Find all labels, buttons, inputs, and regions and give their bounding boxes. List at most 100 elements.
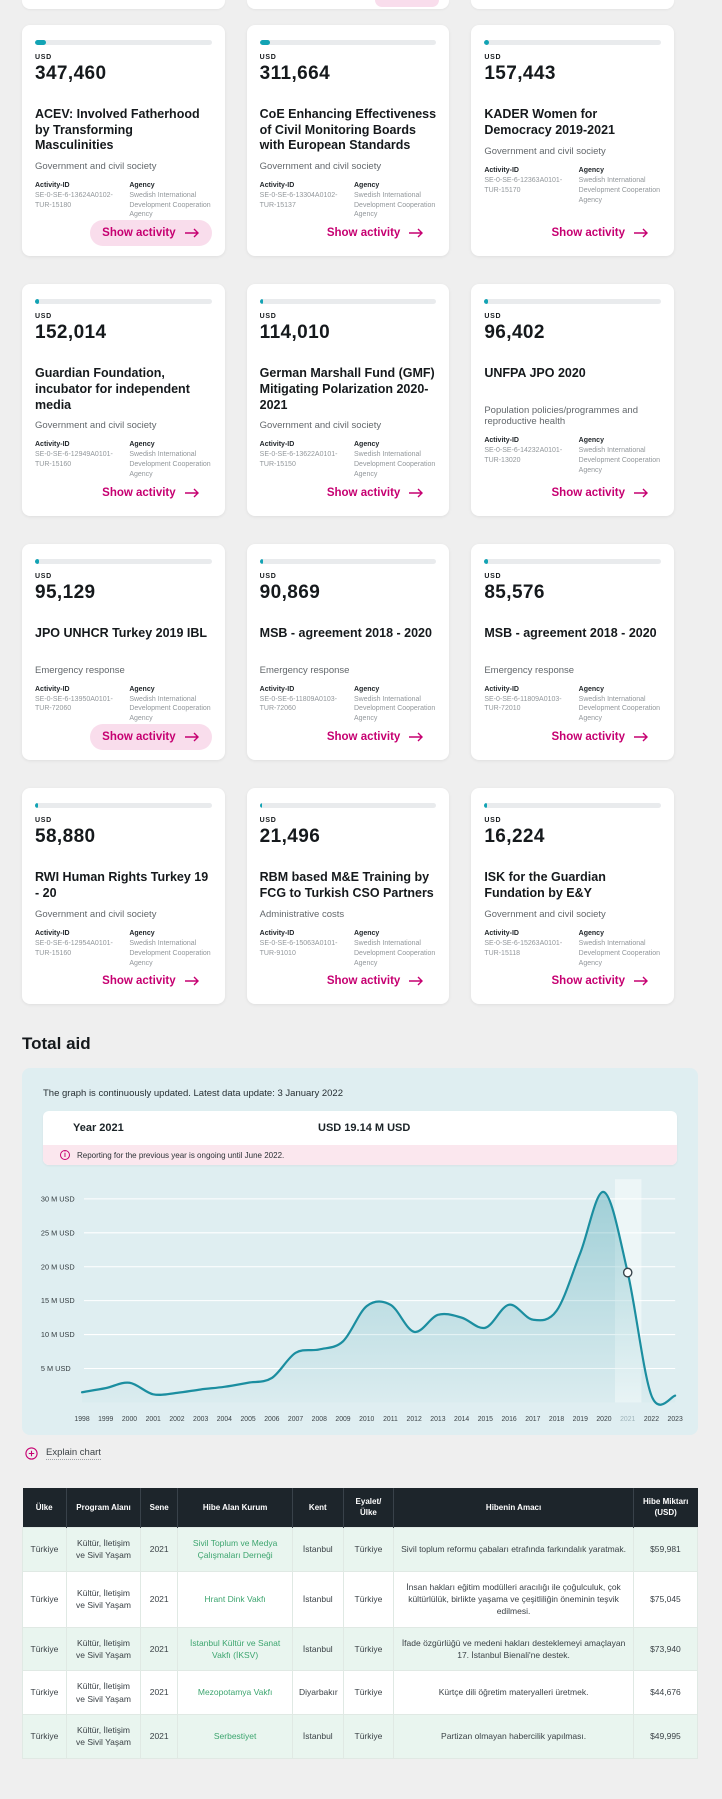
show-activity-link[interactable]: Show activity	[540, 968, 662, 994]
cell-grant-amount: $59,981	[632, 1527, 699, 1572]
currency-label: USD	[35, 816, 52, 824]
x-axis-label: 2006	[264, 1416, 279, 1423]
activity-card: USD 85,576 MSB - agreement 2018 - 2020 Emer…	[471, 543, 674, 760]
explain-chart-button[interactable]: Explain chart	[25, 1447, 698, 1461]
show-activity-link[interactable]: Show activity	[315, 220, 437, 246]
activity-id-block: Activity-ID SE-0-SE-6-13624A0102-TUR-1518…	[35, 182, 117, 220]
currency-label: USD	[484, 54, 502, 61]
currency-label: USD	[35, 54, 52, 61]
currency-label: USD	[484, 816, 502, 824]
x-axis-label: 2000	[122, 1416, 137, 1423]
agency-label: Agency	[354, 181, 380, 189]
show-activity-link[interactable]: Show activity	[90, 723, 212, 750]
grantee-link[interactable]: Sivil Toplum ve Medya Çalışmaları Derneğ…	[192, 1538, 278, 1561]
show-activity-link[interactable]: Show activity	[315, 968, 437, 994]
y-axis-label: 25 M USD	[41, 1229, 75, 1238]
disbursement-progress-bar	[35, 802, 212, 808]
arrow-right-icon	[184, 488, 199, 498]
activity-title: KADER Women for Democracy 2019-2021	[484, 107, 615, 137]
activity-meta: Activity-ID SE-0-SE-6-15063A0101-TUR-9101…	[260, 930, 437, 968]
agency-block: Agency Swedish International Development …	[354, 686, 436, 724]
y-axis-label: 20 M USD	[41, 1262, 75, 1271]
data-point-marker-2021[interactable]	[622, 1267, 633, 1278]
activity-id-label: Activity-ID	[35, 929, 70, 937]
cutoff-card-row	[22, 0, 674, 9]
cell-city: İstanbul	[292, 1570, 344, 1628]
cell-program-area: Kültür, İletişim ve Sivil Yaşam	[65, 1670, 142, 1715]
grantee-link[interactable]: İstanbul Kültür ve Sanat Vakfı (İKSV)	[189, 1637, 281, 1660]
table-header-cell: Hibenin Amacı	[393, 1488, 634, 1528]
x-axis-label: 2019	[573, 1416, 588, 1423]
agency-value: Swedish International Development Cooper…	[354, 939, 436, 967]
aid-line-series	[80, 1191, 677, 1407]
cell-country: Türkiye	[22, 1626, 67, 1672]
show-activity-link[interactable]: Show activity	[315, 724, 437, 750]
progress-fill	[35, 299, 39, 305]
arrow-right-icon	[409, 976, 424, 986]
y-axis-label: 30 M USD	[41, 1195, 75, 1204]
grantee-link[interactable]: Hrant Dink Vakfı	[204, 1594, 266, 1605]
activity-meta: Activity-ID SE-0-SE-6-14232A0101-TUR-1302…	[484, 437, 661, 475]
cell-country: Türkiye	[22, 1713, 67, 1759]
explain-chart-label: Explain chart	[46, 1447, 101, 1461]
agency-label: Agency	[129, 441, 155, 449]
show-activity-link[interactable]: Show activity	[90, 220, 212, 247]
grantee-link[interactable]: Serbestiyet	[213, 1731, 257, 1742]
x-axis-label: 2020	[596, 1416, 611, 1423]
activity-meta: Activity-ID SE-0-SE-6-13624A0102-TUR-1518…	[35, 182, 212, 220]
progress-fill	[259, 299, 264, 305]
cell-year: 2021	[140, 1527, 179, 1572]
disbursement-progress-bar	[35, 40, 212, 45]
grants-table: Ülke Program Alanı Sene Hibe Alan Kurum Kent…	[22, 1488, 699, 1759]
agency-block: Agency Swedish International Development …	[129, 182, 211, 220]
arrow-right-icon	[634, 732, 648, 742]
activity-amount: 90,869	[259, 581, 321, 603]
activity-id-block: Activity-ID SE-0-SE-6-12949A0101-TUR-1516…	[35, 441, 117, 479]
chart-reporting-notice: i Reporting for the previous year is ong…	[43, 1145, 677, 1166]
disbursement-progress-bar	[484, 558, 661, 564]
activity-title: JPO UNHCR Turkey 2019 IBL	[35, 625, 208, 640]
activity-card: USD 347,460 ACEV: Involved Fatherhood by T…	[22, 25, 225, 257]
activity-card: USD 95,129 JPO UNHCR Turkey 2019 IBL Emerge…	[22, 543, 225, 760]
grants-table-header: Ülke Program Alanı Sene Hibe Alan Kurum Kent…	[22, 1488, 698, 1528]
cell-grantee: İstanbul Kültür ve Sanat Vakfı (İKSV)	[177, 1626, 293, 1672]
agency-block: Agency Swedish International Development …	[579, 686, 661, 724]
table-header-cell: Kent	[292, 1488, 344, 1528]
chart-tooltip-card: Year 2021 USD 19.14 M USD i Reporting fo…	[43, 1111, 677, 1166]
cell-program-area: Kültür, İletişim ve Sivil Yaşam	[65, 1713, 142, 1759]
cell-grantee: Mezopotamya Vakfı	[177, 1670, 293, 1715]
cell-grant-amount: $73,940	[632, 1626, 699, 1672]
activity-id-label: Activity-ID	[259, 685, 295, 693]
activity-id-value: SE-0-SE-6-12954A0101-TUR-15160	[35, 939, 113, 957]
activity-card: USD 157,443 KADER Women for Democracy 2019…	[471, 25, 674, 257]
total-aid-area-chart[interactable]: 5 M USD 10 M USD 15 M USD 20 M USD 25 M USD 3…	[37, 1171, 683, 1429]
show-activity-link[interactable]: Show activity	[540, 480, 662, 506]
grantee-link[interactable]: Mezopotamya Vakfı	[197, 1687, 273, 1698]
agency-block: Agency Swedish International Development …	[129, 930, 211, 968]
cutoff-card	[22, 0, 225, 9]
activity-sector: Population policies/programmes and repro…	[484, 405, 638, 428]
activity-id-label: Activity-ID	[259, 929, 295, 937]
activity-amount: 347,460	[35, 63, 107, 84]
cell-program-area: Kültür, İletişim ve Sivil Yaşam	[65, 1570, 142, 1628]
activity-id-label: Activity-ID	[259, 181, 295, 189]
currency-label: USD	[259, 54, 277, 61]
cell-country: Türkiye	[22, 1527, 67, 1572]
activity-id-block: Activity-ID SE-0-SE-6-12954A0101-TUR-1516…	[35, 930, 117, 968]
cell-grant-amount: $44,676	[632, 1670, 699, 1715]
show-activity-link[interactable]: Show activity	[315, 480, 437, 506]
disbursement-progress-bar	[35, 299, 212, 305]
show-activity-link[interactable]: Show activity	[90, 968, 212, 994]
show-activity-link[interactable]: Show activity	[540, 724, 662, 750]
activity-title: CoE Enhancing Effectiveness of Civil Mon…	[259, 107, 437, 153]
activity-id-block: Activity-ID SE-0-SE-6-13622A0101-TUR-1515…	[260, 441, 342, 479]
y-axis-label: 15 M USD	[41, 1296, 75, 1305]
activity-id-label: Activity-ID	[35, 181, 70, 189]
activity-id-label: Activity-ID	[484, 685, 519, 693]
table-row: Türkiye Kültür, İletişim ve Sivil Yaşam 20…	[22, 1713, 699, 1759]
agency-label: Agency	[129, 685, 155, 693]
show-activity-link[interactable]: Show activity	[540, 220, 662, 246]
activity-amount: 16,224	[484, 825, 545, 847]
show-activity-link[interactable]: Show activity	[90, 480, 212, 506]
x-axis-label: 1999	[98, 1416, 113, 1423]
